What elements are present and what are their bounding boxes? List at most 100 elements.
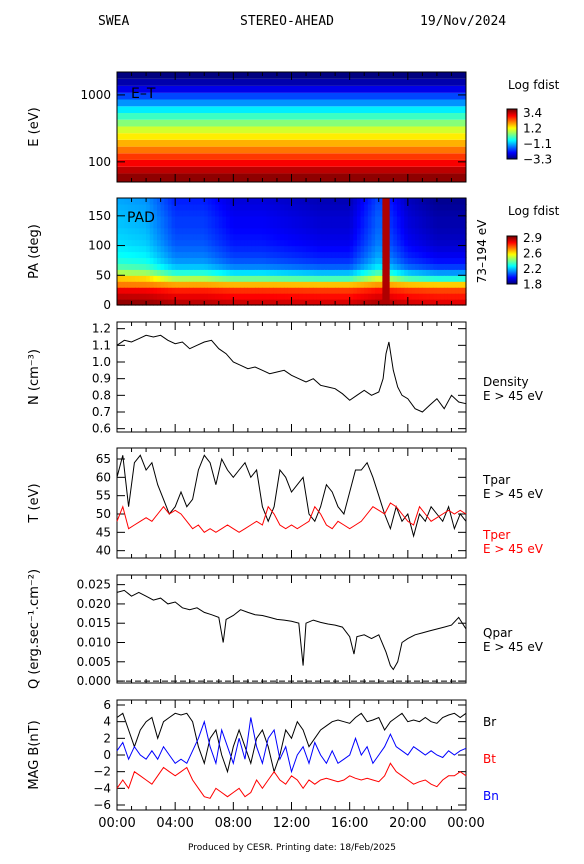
pad-cell bbox=[324, 281, 329, 288]
pad-cell bbox=[356, 293, 362, 300]
pad-cell bbox=[447, 275, 453, 282]
pad-cell bbox=[458, 221, 463, 229]
pad-cell bbox=[356, 275, 362, 282]
pad-cell bbox=[135, 281, 140, 288]
series-br bbox=[116, 712, 467, 774]
pad-cell bbox=[360, 263, 365, 270]
y-tick-label: 0.020 bbox=[77, 597, 111, 611]
pad-cell bbox=[266, 198, 271, 205]
pad-cell bbox=[262, 239, 267, 247]
x-tick-label: 12:00 bbox=[273, 816, 310, 831]
pad-cell bbox=[236, 257, 242, 264]
colorbar-cell bbox=[507, 111, 517, 113]
pad-cell bbox=[396, 215, 402, 223]
pad-cell bbox=[375, 257, 380, 264]
pad-cell bbox=[135, 245, 140, 253]
footer-credit: Produced by CESR. Printing date: 18/Feb/… bbox=[187, 843, 396, 853]
pad-cell bbox=[375, 209, 380, 217]
pad-cell bbox=[284, 227, 289, 235]
pad-cell bbox=[455, 245, 460, 253]
pad-cell bbox=[280, 203, 285, 211]
pad-cell bbox=[251, 281, 256, 288]
pad-cell bbox=[207, 257, 213, 264]
pad-cell bbox=[171, 209, 176, 217]
colorbar-cell bbox=[507, 109, 517, 111]
pad-cell bbox=[189, 251, 194, 259]
pad-cell bbox=[135, 203, 140, 211]
pad-cell bbox=[193, 257, 198, 264]
pad-cell bbox=[462, 239, 467, 247]
pad-cell bbox=[149, 203, 154, 211]
pad-cell bbox=[146, 215, 151, 223]
pad-cell bbox=[426, 257, 431, 264]
colorbar-cell bbox=[507, 238, 517, 240]
pad-cell bbox=[382, 233, 387, 241]
pad-cell bbox=[335, 239, 340, 247]
pad-cell bbox=[458, 215, 463, 223]
pad-cell bbox=[298, 287, 304, 294]
pad-cell bbox=[418, 299, 423, 306]
pad-cell bbox=[313, 203, 318, 211]
pad-cell bbox=[226, 233, 231, 241]
pad-cell bbox=[378, 245, 383, 253]
pad-cell bbox=[426, 245, 431, 253]
pad-cell bbox=[175, 203, 180, 211]
pad-cell bbox=[156, 251, 162, 259]
pad-cell bbox=[218, 263, 224, 270]
pad-cell bbox=[171, 215, 176, 223]
colorbar-title: Log fdist bbox=[508, 204, 560, 218]
pad-cell bbox=[404, 221, 409, 229]
pad-cell bbox=[240, 287, 245, 294]
pad-cell bbox=[255, 239, 260, 247]
pad-cell bbox=[451, 209, 456, 217]
pad-cell bbox=[204, 257, 209, 264]
pad-cell bbox=[415, 257, 420, 264]
pad-cell bbox=[451, 299, 456, 306]
colorbar-cell bbox=[507, 271, 517, 273]
pad-cell bbox=[375, 287, 380, 294]
pad-cell bbox=[313, 239, 318, 247]
pad-cell bbox=[218, 209, 224, 217]
pad-cell bbox=[415, 299, 420, 306]
pad-cell bbox=[178, 221, 184, 229]
pad-cell bbox=[298, 209, 304, 217]
pad-cell bbox=[335, 251, 340, 259]
pad-cell bbox=[160, 299, 165, 306]
pad-cell bbox=[269, 281, 274, 288]
pad-cell bbox=[146, 233, 151, 241]
pad-cell bbox=[280, 198, 285, 205]
pad-cell bbox=[342, 251, 347, 259]
pad-cell bbox=[138, 263, 144, 270]
pad-cell bbox=[418, 281, 423, 288]
pad-cell bbox=[298, 233, 304, 241]
pad-cell bbox=[331, 293, 336, 300]
pad-cell bbox=[222, 287, 227, 294]
pad-cell bbox=[218, 257, 224, 264]
pad-cell bbox=[316, 281, 322, 288]
pad-cell bbox=[255, 287, 260, 294]
colorbar-title: Log fdist bbox=[508, 78, 560, 92]
colorbar-cell bbox=[507, 147, 517, 149]
pad-cell bbox=[215, 281, 220, 288]
pad-cell bbox=[247, 257, 253, 264]
colorbar-cell bbox=[507, 112, 517, 114]
colorbar-frame bbox=[506, 108, 518, 160]
pad-cell bbox=[200, 275, 205, 282]
pad-cell bbox=[386, 287, 391, 294]
pad-cell bbox=[356, 233, 362, 241]
pad-cell bbox=[407, 275, 413, 282]
pad-cell bbox=[226, 221, 231, 229]
pad-cell bbox=[324, 245, 329, 253]
pad-cell bbox=[273, 221, 278, 229]
pad-cell bbox=[418, 233, 423, 241]
pad-cell bbox=[389, 245, 394, 253]
pad-cell bbox=[320, 227, 325, 235]
colorbar-cell bbox=[507, 154, 517, 156]
pad-cell bbox=[295, 251, 300, 259]
pad-cell bbox=[458, 245, 463, 253]
pad-cell bbox=[167, 251, 173, 259]
pad-cell bbox=[440, 257, 445, 264]
pad-cell bbox=[327, 221, 333, 229]
pad-cell bbox=[353, 269, 358, 276]
colorbar-cell bbox=[507, 253, 517, 255]
